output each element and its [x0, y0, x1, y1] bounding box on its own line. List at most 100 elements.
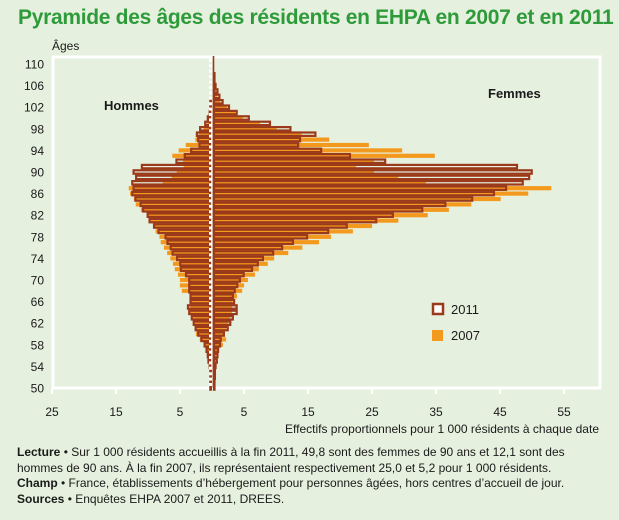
y-tick-label-58: 58	[31, 338, 45, 352]
chart-notes: Lecture • Sur 1 000 résidents accueillis…	[17, 445, 617, 507]
bar-femmes-2007-age-80	[214, 223, 373, 229]
bar-hommes-2011-age-94	[190, 147, 212, 154]
x-tick-label-right-25: 25	[365, 405, 379, 419]
bar-femmes-2007-age-71	[214, 272, 255, 277]
bar-hommes-2007-age-89	[171, 175, 210, 180]
bar-hommes-2007-age-79	[155, 229, 210, 234]
note-sources-label: Sources	[17, 491, 65, 506]
bar-hommes-2011-age-66	[189, 298, 212, 305]
center-axis	[209, 56, 215, 388]
bar-femmes-2007-age-74	[214, 256, 275, 261]
bar-hommes-2011-age-99	[204, 120, 212, 127]
bar-hommes-2011-age-68	[188, 288, 212, 294]
y-tick-label-78: 78	[31, 230, 45, 244]
bar-hommes-2011-age-60	[197, 331, 212, 337]
bar-hommes-2011-age-88	[131, 180, 212, 186]
bar-femmes-2007-age-92	[214, 159, 374, 164]
bar-femmes-2007-age-96	[214, 137, 330, 142]
bar-hommes-2011-age-71	[184, 271, 212, 278]
bar-hommes-2007-age-93	[172, 153, 210, 158]
note-champ: Champ • France, établissements d’héberge…	[17, 476, 617, 492]
bar-femmes-2011-age-55	[212, 358, 218, 364]
bar-femmes-2007-age-95	[214, 142, 369, 148]
bar-hommes-2011-age-78	[164, 234, 212, 240]
x-tick-label-left-5: 5	[177, 405, 184, 419]
bar-femmes-2007-age-64	[214, 310, 232, 315]
bar-femmes-2007-age-61	[214, 326, 227, 331]
bar-hommes-2007-age-66	[190, 299, 210, 304]
bar-hommes-2011-age-82	[146, 212, 212, 219]
bar-hommes-2007-age-80	[154, 223, 210, 229]
bar-hommes-2007-age-95	[185, 142, 210, 148]
note-champ-label: Champ	[17, 476, 58, 490]
y-tick-label-110: 110	[25, 58, 44, 72]
legend-label-2011: 2011	[451, 302, 479, 317]
legend-label-2007: 2007	[451, 328, 480, 343]
x-tick-label-right-15: 15	[301, 405, 315, 419]
bar-hommes-2011-age-91	[140, 163, 212, 170]
bar-femmes-2007-age-99	[214, 121, 261, 126]
bar-femmes-2007-age-84	[214, 202, 472, 207]
bar-hommes-2007-age-90	[176, 169, 210, 175]
bar-hommes-2011-age-98	[199, 125, 212, 132]
y-tick-label-82: 82	[31, 209, 45, 223]
bar-femmes-2007-age-60	[214, 331, 225, 337]
note-lecture-cont: hommes de 90 ans. À la fin 2007, ils rep…	[17, 460, 552, 475]
y-axis-label: Âges	[52, 38, 79, 53]
bar-hommes-2011-age-90	[132, 169, 212, 175]
y-tick-label-106: 106	[24, 79, 44, 93]
bar-hommes-2011-age-77	[166, 239, 212, 246]
bar-hommes-2011-age-64	[188, 309, 212, 316]
y-tick-label-94: 94	[31, 144, 45, 158]
bar-femmes-2007-age-79	[214, 229, 353, 234]
bar-femmes-2007-age-76	[214, 245, 303, 250]
bar-femmes-2007-age-68	[214, 288, 243, 293]
bar-hommes-2011-age-100	[206, 115, 212, 121]
bar-femmes-2007-age-91	[214, 164, 357, 169]
bar-hommes-2007-age-63	[193, 315, 210, 320]
bar-hommes-2007-age-61	[195, 326, 210, 331]
legend-swatch-2007	[432, 330, 443, 341]
bar-femmes-2007-age-57	[214, 348, 220, 353]
bar-femmes-2007-age-83	[214, 207, 449, 212]
chart-title: Pyramide des âges des résidents en EHPA …	[18, 6, 614, 29]
x-axis-label: Effectifs proportionnels pour 1 000 rési…	[285, 422, 599, 436]
bar-hommes-2007-age-77	[160, 240, 210, 245]
x-tick-label-right-45: 45	[493, 405, 507, 419]
bar-hommes-2011-age-83	[142, 207, 212, 213]
bar-femmes-2007-age-98	[214, 126, 277, 131]
bar-hommes-2007-age-83	[140, 207, 210, 212]
x-tick-label-right-55: 55	[557, 405, 571, 419]
bar-hommes-2011-age-86	[131, 190, 212, 197]
bar-femmes-2007-age-63	[214, 315, 230, 320]
bar-femmes-2007-age-70	[214, 277, 248, 283]
bar-femmes-2007-age-93	[214, 153, 435, 158]
y-tick-label-98: 98	[31, 122, 45, 136]
bar-hommes-2011-age-97	[195, 131, 212, 138]
bar-femmes-2007-age-85	[214, 196, 501, 202]
bar-femmes-2007-age-103	[214, 99, 220, 104]
bar-hommes-2007-age-60	[195, 331, 210, 337]
x-tick-label-right-35: 35	[429, 405, 443, 419]
bar-hommes-2007-age-94	[178, 148, 210, 153]
legend-swatch-2011	[431, 302, 445, 316]
bar-femmes-2007-age-66	[214, 299, 233, 304]
y-tick-label-86: 86	[31, 187, 45, 201]
bars-2007-layer	[128, 83, 552, 391]
bar-hommes-2011-age-85	[134, 196, 212, 202]
bar-femmes-2007-age-62	[214, 321, 229, 326]
bar-hommes-2011-age-72	[179, 266, 212, 273]
bar-hommes-2011-age-95	[198, 142, 212, 148]
bar-femmes-2007-age-65	[214, 304, 232, 310]
bar-hommes-2011-age-59	[200, 336, 212, 343]
bar-femmes-2007-age-94	[214, 148, 403, 153]
bar-hommes-2011-age-67	[189, 293, 212, 300]
bar-hommes-2007-age-76	[163, 245, 210, 250]
bar-hommes-2007-age-85	[133, 196, 210, 202]
bar-hommes-2007-age-67	[190, 294, 210, 299]
bar-hommes-2007-age-82	[147, 213, 210, 218]
group-label-hommes: Hommes	[104, 98, 159, 113]
bar-hommes-2007-age-65	[190, 304, 210, 310]
bar-femmes-2007-age-101	[214, 110, 236, 115]
bar-hommes-2011-age-93	[183, 153, 212, 159]
